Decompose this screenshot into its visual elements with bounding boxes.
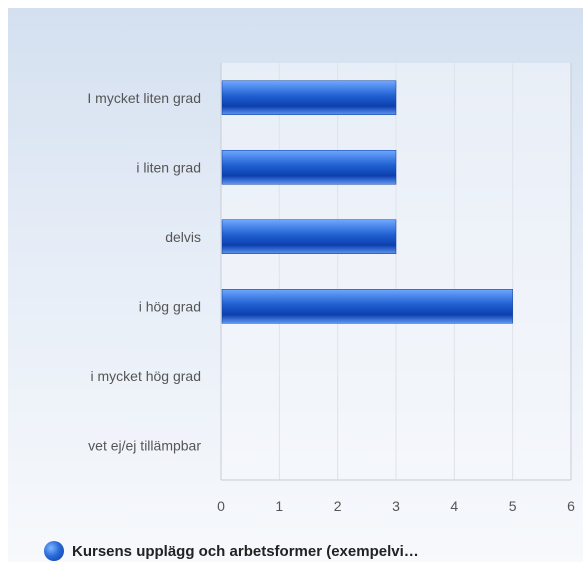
y-category-label: i hög grad bbox=[139, 298, 201, 314]
y-category-label: vet ej/ej tillämpbar bbox=[88, 437, 201, 453]
x-tick-label: 4 bbox=[450, 498, 458, 514]
y-category-label: delvis bbox=[165, 229, 201, 245]
y-category-label: i mycket hög grad bbox=[91, 368, 202, 384]
y-category-label: I mycket liten grad bbox=[87, 90, 201, 106]
x-tick-label: 0 bbox=[217, 498, 225, 514]
x-tick-label: 1 bbox=[275, 498, 283, 514]
bar[interactable] bbox=[221, 219, 397, 254]
x-tick-label: 6 bbox=[567, 498, 575, 514]
bar[interactable] bbox=[221, 289, 513, 324]
legend-label: Kursens upplägg och arbetsformer (exempe… bbox=[72, 542, 419, 560]
bar[interactable] bbox=[221, 80, 397, 115]
x-tick-label: 2 bbox=[334, 498, 342, 514]
bar[interactable] bbox=[221, 150, 397, 185]
legend-marker-icon bbox=[44, 541, 64, 561]
y-category-label: i liten grad bbox=[136, 159, 201, 175]
legend: Kursens upplägg och arbetsformer (exempe… bbox=[44, 541, 419, 561]
x-tick-label: 3 bbox=[392, 498, 400, 514]
x-tick-label: 5 bbox=[509, 498, 517, 514]
